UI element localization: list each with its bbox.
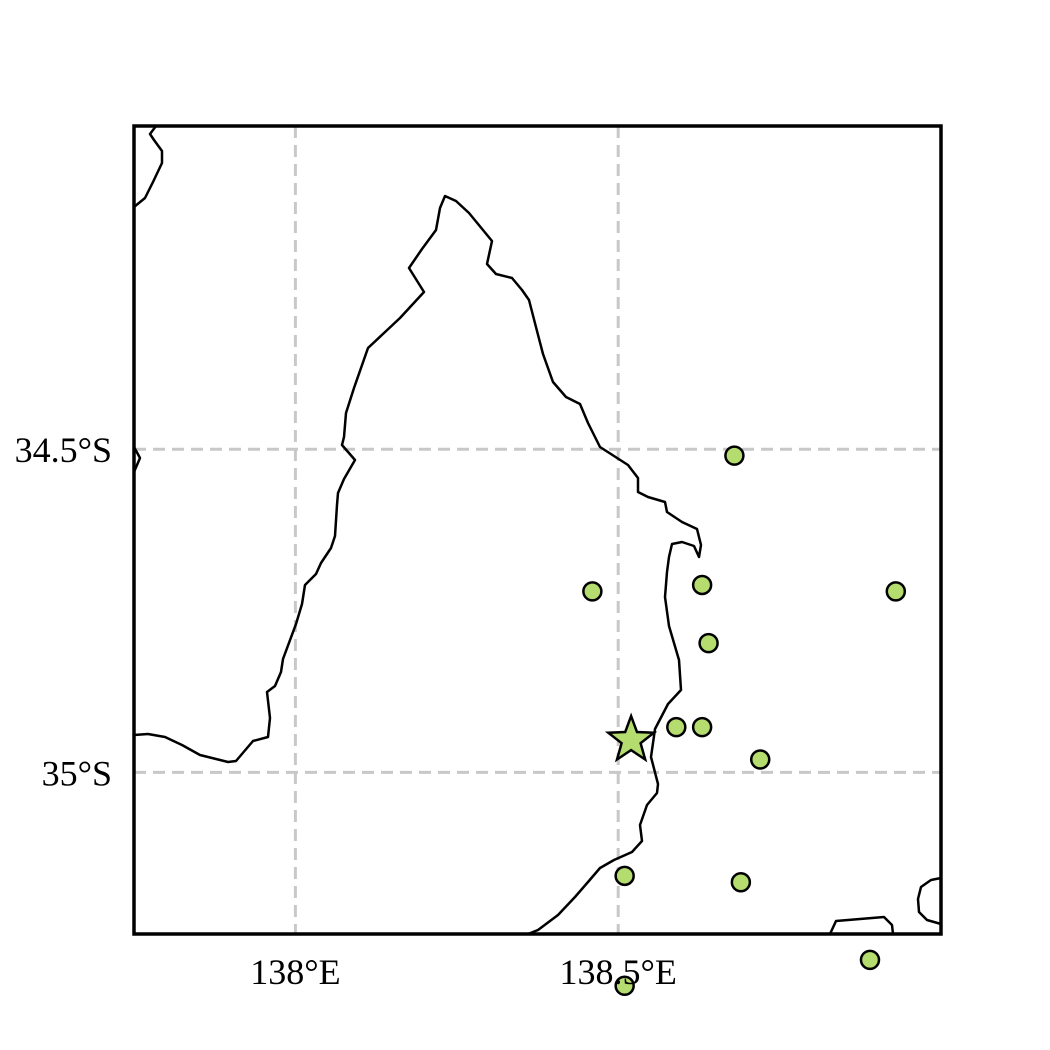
- station-marker: [691, 574, 713, 596]
- station-marker: [698, 632, 719, 654]
- star-icon: [604, 712, 658, 763]
- station-marker: [724, 445, 745, 466]
- y-tick-label: 35°S: [42, 753, 112, 793]
- station-marker: [749, 749, 771, 770]
- coastline-northwest-land: [133, 125, 164, 208]
- coastline-west-edge: [132, 446, 142, 473]
- y-tick-label: 34.5°S: [15, 430, 112, 470]
- station-marker: [730, 872, 752, 893]
- station-marker: [614, 865, 635, 887]
- gridlines: [134, 126, 941, 934]
- x-tick-label: 138.5°E: [560, 952, 677, 992]
- x-tick-label: 138°E: [250, 952, 340, 992]
- station-marker: [885, 581, 907, 602]
- station-marker: [859, 949, 881, 971]
- coastline-southeast-island: [916, 876, 942, 926]
- station-marker: [614, 975, 635, 996]
- station-marker: [666, 716, 687, 738]
- coastlines: [132, 125, 942, 936]
- tick-labels: 138°E 138.5°E 34.5°S 35°S: [15, 430, 677, 992]
- station-marker: [691, 716, 713, 738]
- coastline-western-land: [133, 194, 703, 936]
- coastline-southeast-land: [828, 915, 895, 935]
- station-marker: [582, 581, 603, 602]
- markers: [582, 445, 907, 996]
- map-frame: [132, 124, 943, 936]
